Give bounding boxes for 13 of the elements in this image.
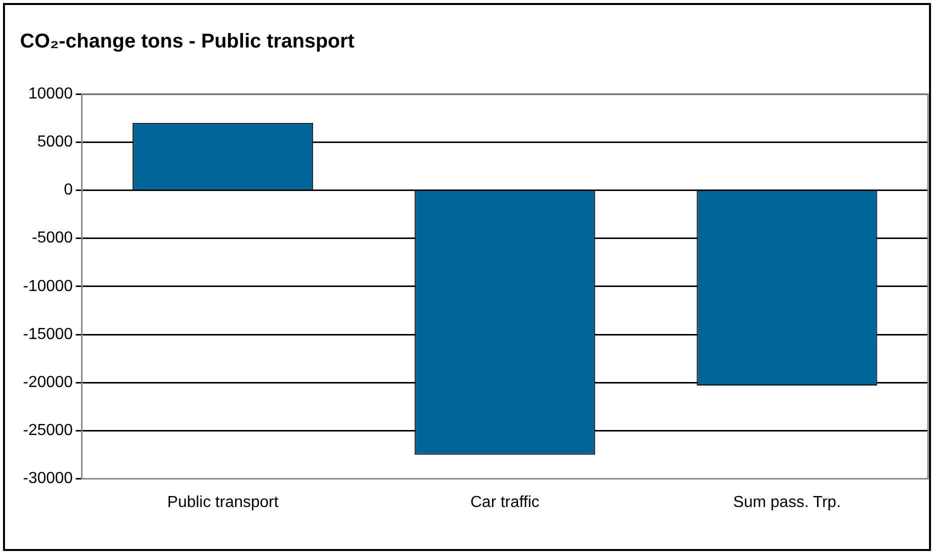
y-tick-label: 0 [64, 182, 73, 199]
y-tick-label: -30000 [22, 470, 73, 488]
y-tick-label: -15000 [22, 326, 73, 343]
x-tick-label: Public transport [167, 494, 279, 511]
y-tick-label: -20000 [22, 374, 73, 392]
y-tick-label: 10000 [28, 85, 73, 102]
y-tick-label: 5000 [37, 134, 73, 151]
chart-title: CO₂-change tons - Public transport [20, 30, 355, 53]
x-tick-label: Car traffic [470, 494, 540, 511]
y-tick-label: -10000 [22, 278, 73, 295]
x-tick-label: Sum pass. Trp. [733, 494, 841, 511]
y-tick-label: -25000 [22, 422, 73, 440]
y-tick-label: -5000 [32, 230, 73, 247]
